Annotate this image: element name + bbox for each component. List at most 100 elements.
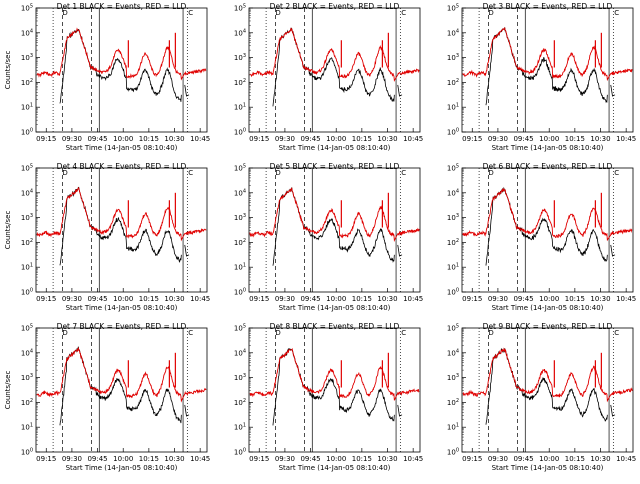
- chart-title: Det 7 BLACK = Events, RED = LLD: [57, 322, 187, 331]
- chart-svg: Det 7 BLACK = Events, RED = LLD 100 101 102…: [4, 322, 210, 472]
- x-tick-label: 09:45: [300, 295, 320, 303]
- x-tick-label: 10:30: [377, 135, 397, 143]
- marker-d: D: [62, 9, 67, 17]
- y-tick-label: 105: [447, 324, 459, 333]
- marker-d: D: [488, 169, 493, 177]
- detector-panel-8: Det 8 BLACK = Events, RED = LLD 100 101 102…: [213, 320, 426, 480]
- detector-panel-5: Det 5 BLACK = Events, RED = LLD 100 101 102…: [213, 160, 426, 320]
- x-tick-label: 09:30: [62, 295, 82, 303]
- chart-svg: Det 1 BLACK = Events, RED = LLD 100 101 102…: [4, 2, 210, 152]
- detector-panel-7: Det 7 BLACK = Events, RED = LLD 100 101 102…: [0, 320, 213, 480]
- y-axis-label: Counts/sec: [4, 51, 12, 90]
- y-tick-label: 100: [234, 448, 246, 457]
- x-axis-label: Start Time (14-Jan-05 08:10:40): [66, 144, 178, 152]
- y-tick-label: 103: [21, 213, 33, 222]
- x-tick-label: 10:45: [616, 455, 636, 463]
- series-events-tail: [397, 244, 403, 257]
- x-tick-label: 10:15: [352, 135, 372, 143]
- chart-svg: Det 2 BLACK = Events, RED = LLD 100 101 102…: [234, 2, 423, 152]
- plot-frame: [461, 167, 634, 293]
- y-tick-label: 100: [447, 128, 459, 137]
- y-tick-label: 104: [21, 348, 33, 357]
- series-events-tail: [397, 84, 403, 97]
- series-events-line: [485, 27, 608, 106]
- x-tick-label: 10:30: [164, 135, 184, 143]
- marker-c: C: [401, 329, 406, 337]
- chart-title: Det 5 BLACK = Events, RED = LLD: [270, 162, 400, 171]
- series-events-line: [272, 27, 395, 107]
- chart-title: Det 8 BLACK = Events, RED = LLD: [270, 322, 400, 331]
- x-tick-label: 09:45: [513, 295, 533, 303]
- x-tick-label: 10:15: [565, 135, 585, 143]
- x-axis-label: Start Time (14-Jan-05 08:10:40): [492, 464, 604, 472]
- y-tick-label: 103: [21, 373, 33, 382]
- x-tick-label: 10:15: [139, 455, 159, 463]
- y-tick-label: 102: [234, 78, 246, 87]
- series-lld-line: [36, 347, 207, 403]
- y-tick-label: 101: [234, 423, 246, 432]
- x-axis-label: Start Time (14-Jan-05 08:10:40): [492, 304, 604, 312]
- x-tick-label: 09:30: [275, 455, 295, 463]
- y-tick-label: 102: [21, 398, 33, 407]
- series-lld-line: [249, 187, 420, 243]
- y-tick-label: 100: [21, 288, 33, 297]
- series-events-tail: [397, 404, 403, 417]
- series-events-tail: [184, 84, 190, 97]
- x-tick-label: 09:15: [36, 135, 56, 143]
- chart-svg: Det 5 BLACK = Events, RED = LLD 100 101 102…: [234, 162, 423, 312]
- x-tick-label: 10:00: [539, 295, 559, 303]
- y-tick-label: 103: [234, 53, 246, 62]
- marker-d: D: [488, 9, 493, 17]
- y-tick-label: 102: [21, 238, 33, 247]
- y-tick-label: 101: [447, 103, 459, 112]
- x-tick-label: 10:00: [539, 135, 559, 143]
- y-tick-label: 100: [447, 448, 459, 457]
- chart-svg: Det 9 BLACK = Events, RED = LLD 100 101 102…: [447, 322, 636, 472]
- x-tick-label: 10:45: [190, 455, 210, 463]
- y-tick-label: 100: [447, 288, 459, 297]
- plot-frame: [248, 327, 421, 453]
- x-tick-label: 10:00: [326, 455, 346, 463]
- marker-c: C: [614, 9, 619, 17]
- x-tick-label: 09:15: [36, 295, 56, 303]
- series-events-tail: [184, 404, 190, 417]
- plot-frame: [461, 7, 634, 133]
- x-tick-label: 09:30: [62, 455, 82, 463]
- x-tick-label: 10:15: [139, 135, 159, 143]
- y-tick-label: 102: [21, 78, 33, 87]
- x-tick-label: 09:30: [275, 295, 295, 303]
- x-tick-label: 10:45: [190, 135, 210, 143]
- y-tick-label: 105: [234, 164, 246, 173]
- x-tick-label: 09:45: [87, 455, 107, 463]
- series-events-line: [272, 187, 395, 266]
- y-tick-label: 103: [447, 213, 459, 222]
- x-tick-label: 10:15: [565, 295, 585, 303]
- marker-d: D: [275, 169, 280, 177]
- x-tick-label: 10:45: [616, 135, 636, 143]
- detector-panel-3: Det 3 BLACK = Events, RED = LLD 100 101 102…: [426, 0, 639, 160]
- y-tick-label: 101: [447, 423, 459, 432]
- y-tick-label: 105: [234, 324, 246, 333]
- x-tick-label: 09:30: [488, 295, 508, 303]
- series-lld-line: [36, 27, 207, 81]
- y-tick-label: 102: [447, 398, 459, 407]
- series-lld-line: [36, 186, 207, 242]
- x-tick-label: 09:30: [488, 135, 508, 143]
- y-tick-label: 104: [447, 188, 459, 197]
- y-tick-label: 100: [234, 288, 246, 297]
- series-events-line: [485, 186, 608, 266]
- x-tick-label: 09:45: [513, 135, 533, 143]
- x-tick-label: 09:45: [87, 135, 107, 143]
- y-tick-label: 104: [21, 188, 33, 197]
- x-tick-label: 09:45: [87, 295, 107, 303]
- series-lld-line: [462, 347, 633, 403]
- y-tick-label: 101: [21, 423, 33, 432]
- x-axis-label: Start Time (14-Jan-05 08:10:40): [279, 464, 391, 472]
- series-events-line: [59, 346, 182, 426]
- y-axis-label: Counts/sec: [4, 371, 12, 410]
- y-axis-label: Counts/sec: [4, 211, 12, 250]
- x-tick-label: 10:00: [326, 135, 346, 143]
- y-tick-label: 105: [234, 4, 246, 13]
- y-tick-label: 100: [21, 128, 33, 137]
- marker-c: C: [614, 169, 619, 177]
